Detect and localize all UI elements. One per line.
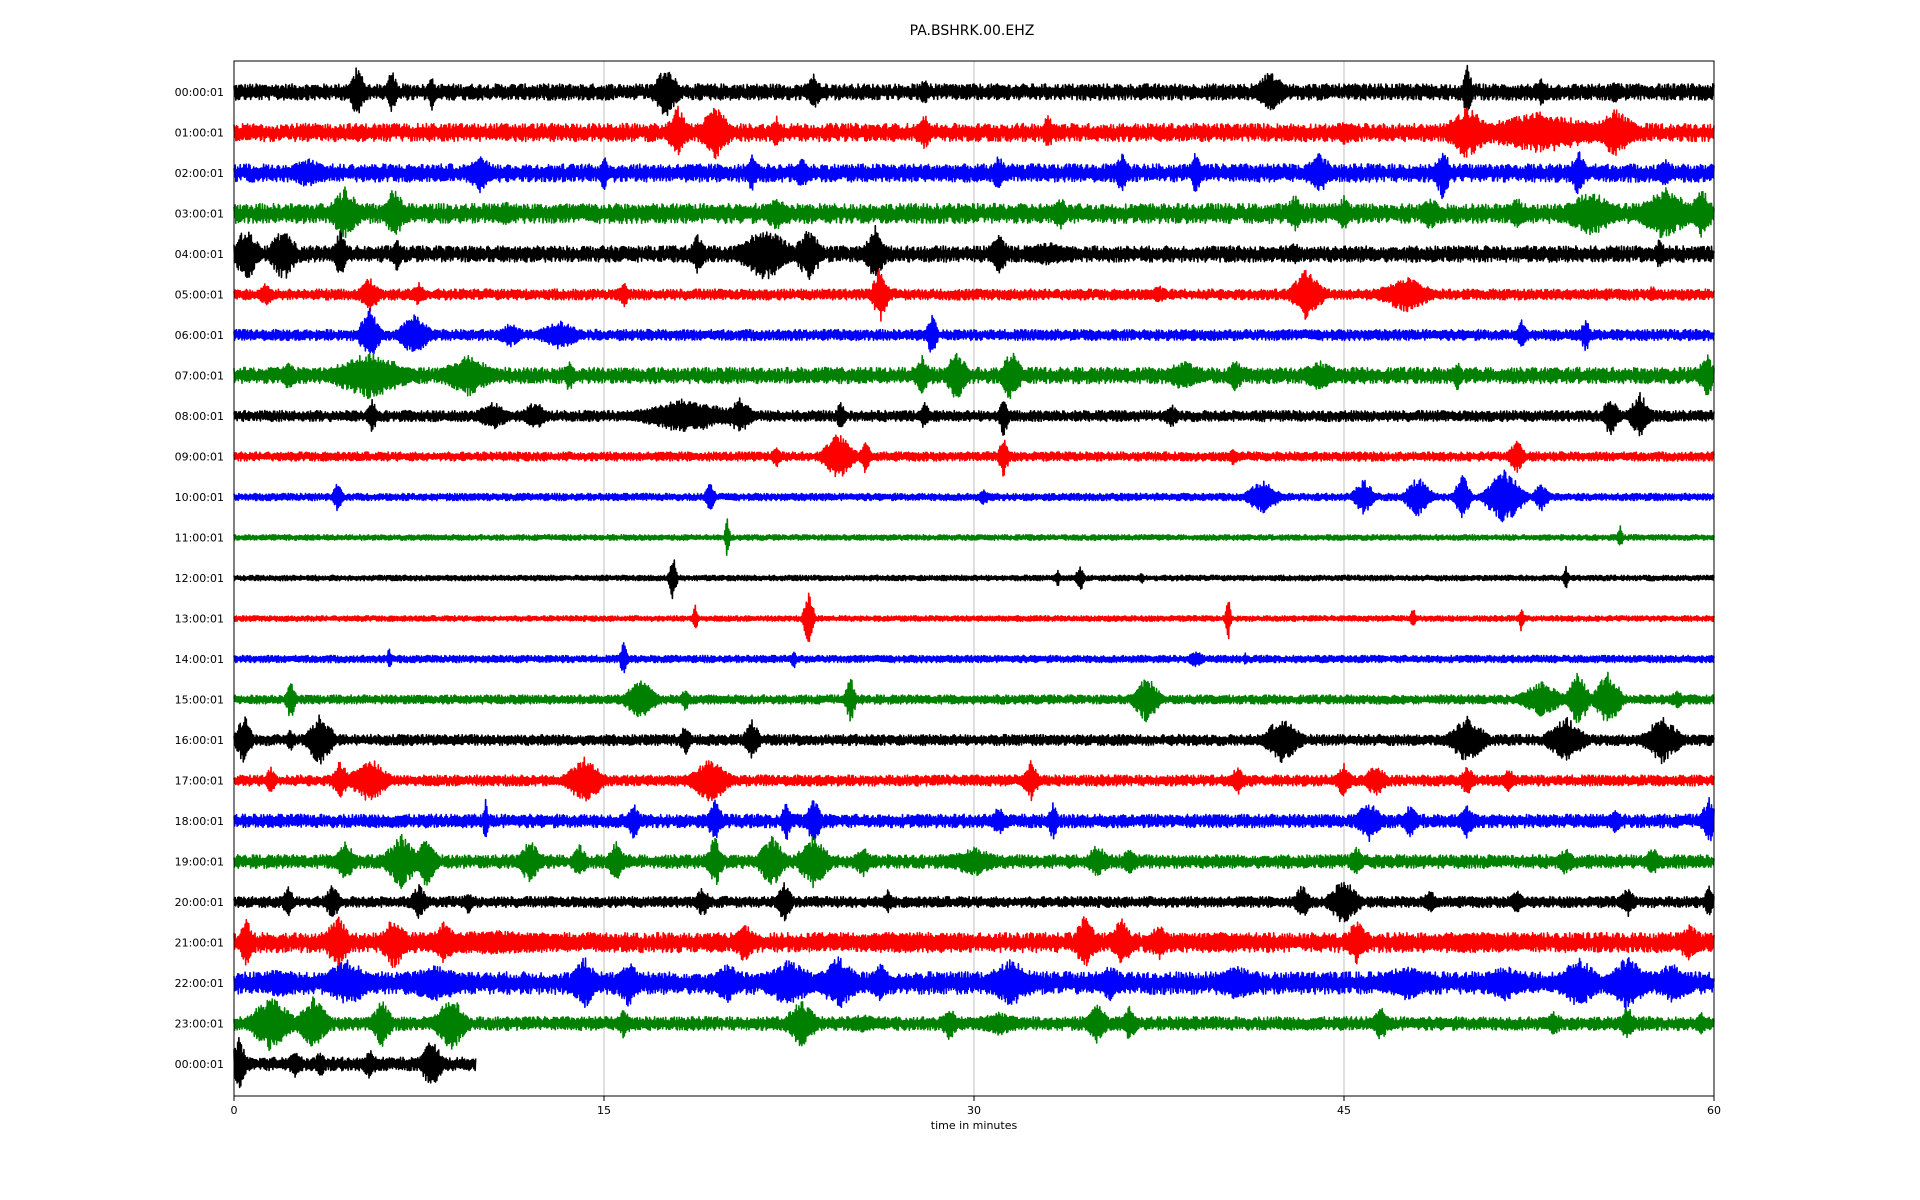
row-label: 17:00:01 bbox=[175, 775, 224, 788]
row-label: 03:00:01 bbox=[175, 208, 224, 221]
trace-line bbox=[233, 756, 1715, 802]
row-label-group: 00:00:01 01:00:01 02:00:01 03:00:01 04:00:01… bbox=[175, 86, 224, 1071]
row-label: 16:00:01 bbox=[175, 734, 224, 747]
trace-line bbox=[233, 996, 1715, 1052]
trace-line bbox=[233, 352, 1715, 400]
x-tick-label-15: 15 bbox=[597, 1104, 611, 1117]
row-label: 06:00:01 bbox=[175, 329, 224, 342]
row-label: 15:00:01 bbox=[175, 694, 224, 707]
trace-line bbox=[233, 469, 1715, 523]
trace-line bbox=[233, 224, 1715, 280]
row-label: 00:00:01 bbox=[175, 86, 224, 99]
trace-line bbox=[233, 186, 1715, 239]
x-tick-label-60: 60 bbox=[1707, 1104, 1721, 1117]
row-label: 10:00:01 bbox=[175, 491, 224, 504]
trace-line bbox=[233, 434, 1715, 478]
trace-line bbox=[233, 307, 1715, 355]
row-label: 11:00:01 bbox=[175, 532, 224, 545]
trace-line bbox=[233, 64, 1715, 117]
trace-line bbox=[233, 916, 1715, 970]
x-tick-group: 0 15 30 45 60 bbox=[231, 1096, 1721, 1117]
trace-line bbox=[233, 881, 1715, 923]
x-tick-label-45: 45 bbox=[1337, 1104, 1351, 1117]
row-label: 13:00:01 bbox=[175, 613, 224, 626]
row-label: 23:00:01 bbox=[175, 1018, 224, 1031]
trace-group bbox=[233, 64, 1715, 1089]
trace-line bbox=[233, 391, 1715, 437]
row-label: 08:00:01 bbox=[175, 410, 224, 423]
x-tick-label-30: 30 bbox=[967, 1104, 981, 1117]
row-label: 09:00:01 bbox=[175, 451, 224, 464]
chart-title: PA.BSHRK.00.EHZ bbox=[910, 23, 1035, 39]
x-axis-label: time in minutes bbox=[931, 1119, 1018, 1132]
row-label: 22:00:01 bbox=[175, 977, 224, 990]
row-label: 14:00:01 bbox=[175, 653, 224, 666]
trace-line bbox=[233, 796, 1715, 842]
trace-line bbox=[233, 268, 1715, 322]
row-label: 04:00:01 bbox=[175, 248, 224, 261]
row-label: 02:00:01 bbox=[175, 167, 224, 180]
trace-line bbox=[233, 518, 1715, 556]
row-label: 21:00:01 bbox=[175, 937, 224, 950]
trace-line bbox=[233, 833, 1715, 889]
trace-line bbox=[233, 671, 1715, 724]
x-tick-label-0: 0 bbox=[231, 1104, 238, 1117]
trace-line bbox=[233, 714, 1715, 765]
row-label: 18:00:01 bbox=[175, 815, 224, 828]
row-label: 12:00:01 bbox=[175, 572, 224, 585]
trace-line bbox=[233, 956, 1715, 1011]
row-label: 20:00:01 bbox=[175, 896, 224, 909]
row-label: 07:00:01 bbox=[175, 370, 224, 383]
row-label: 05:00:01 bbox=[175, 289, 224, 302]
row-label: 19:00:01 bbox=[175, 856, 224, 869]
trace-line bbox=[233, 105, 1715, 160]
trace-line bbox=[233, 151, 1715, 200]
row-label: 00:00:01 bbox=[175, 1058, 224, 1071]
row-label: 01:00:01 bbox=[175, 127, 224, 140]
